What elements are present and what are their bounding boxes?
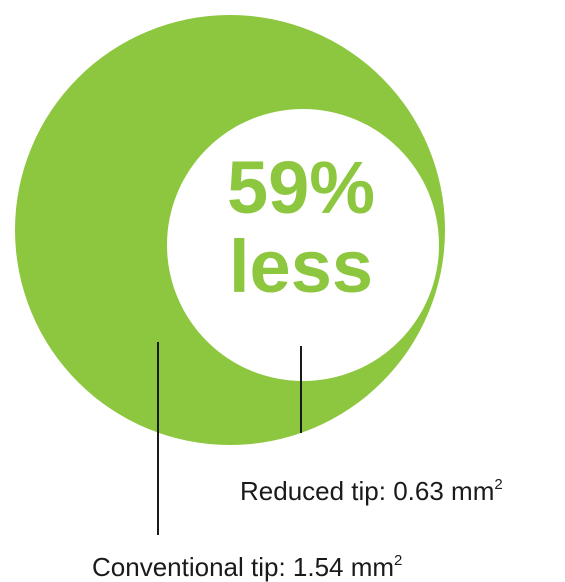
conventional-tip-label: Conventional tip: 1.54 mm2 — [92, 552, 402, 582]
headline-percentage: 59% — [227, 146, 375, 229]
reduced-tip-label: Reduced tip: 0.63 mm2 — [240, 476, 503, 506]
headline-word: less — [229, 225, 373, 308]
reduced-tip-circle — [167, 109, 439, 381]
